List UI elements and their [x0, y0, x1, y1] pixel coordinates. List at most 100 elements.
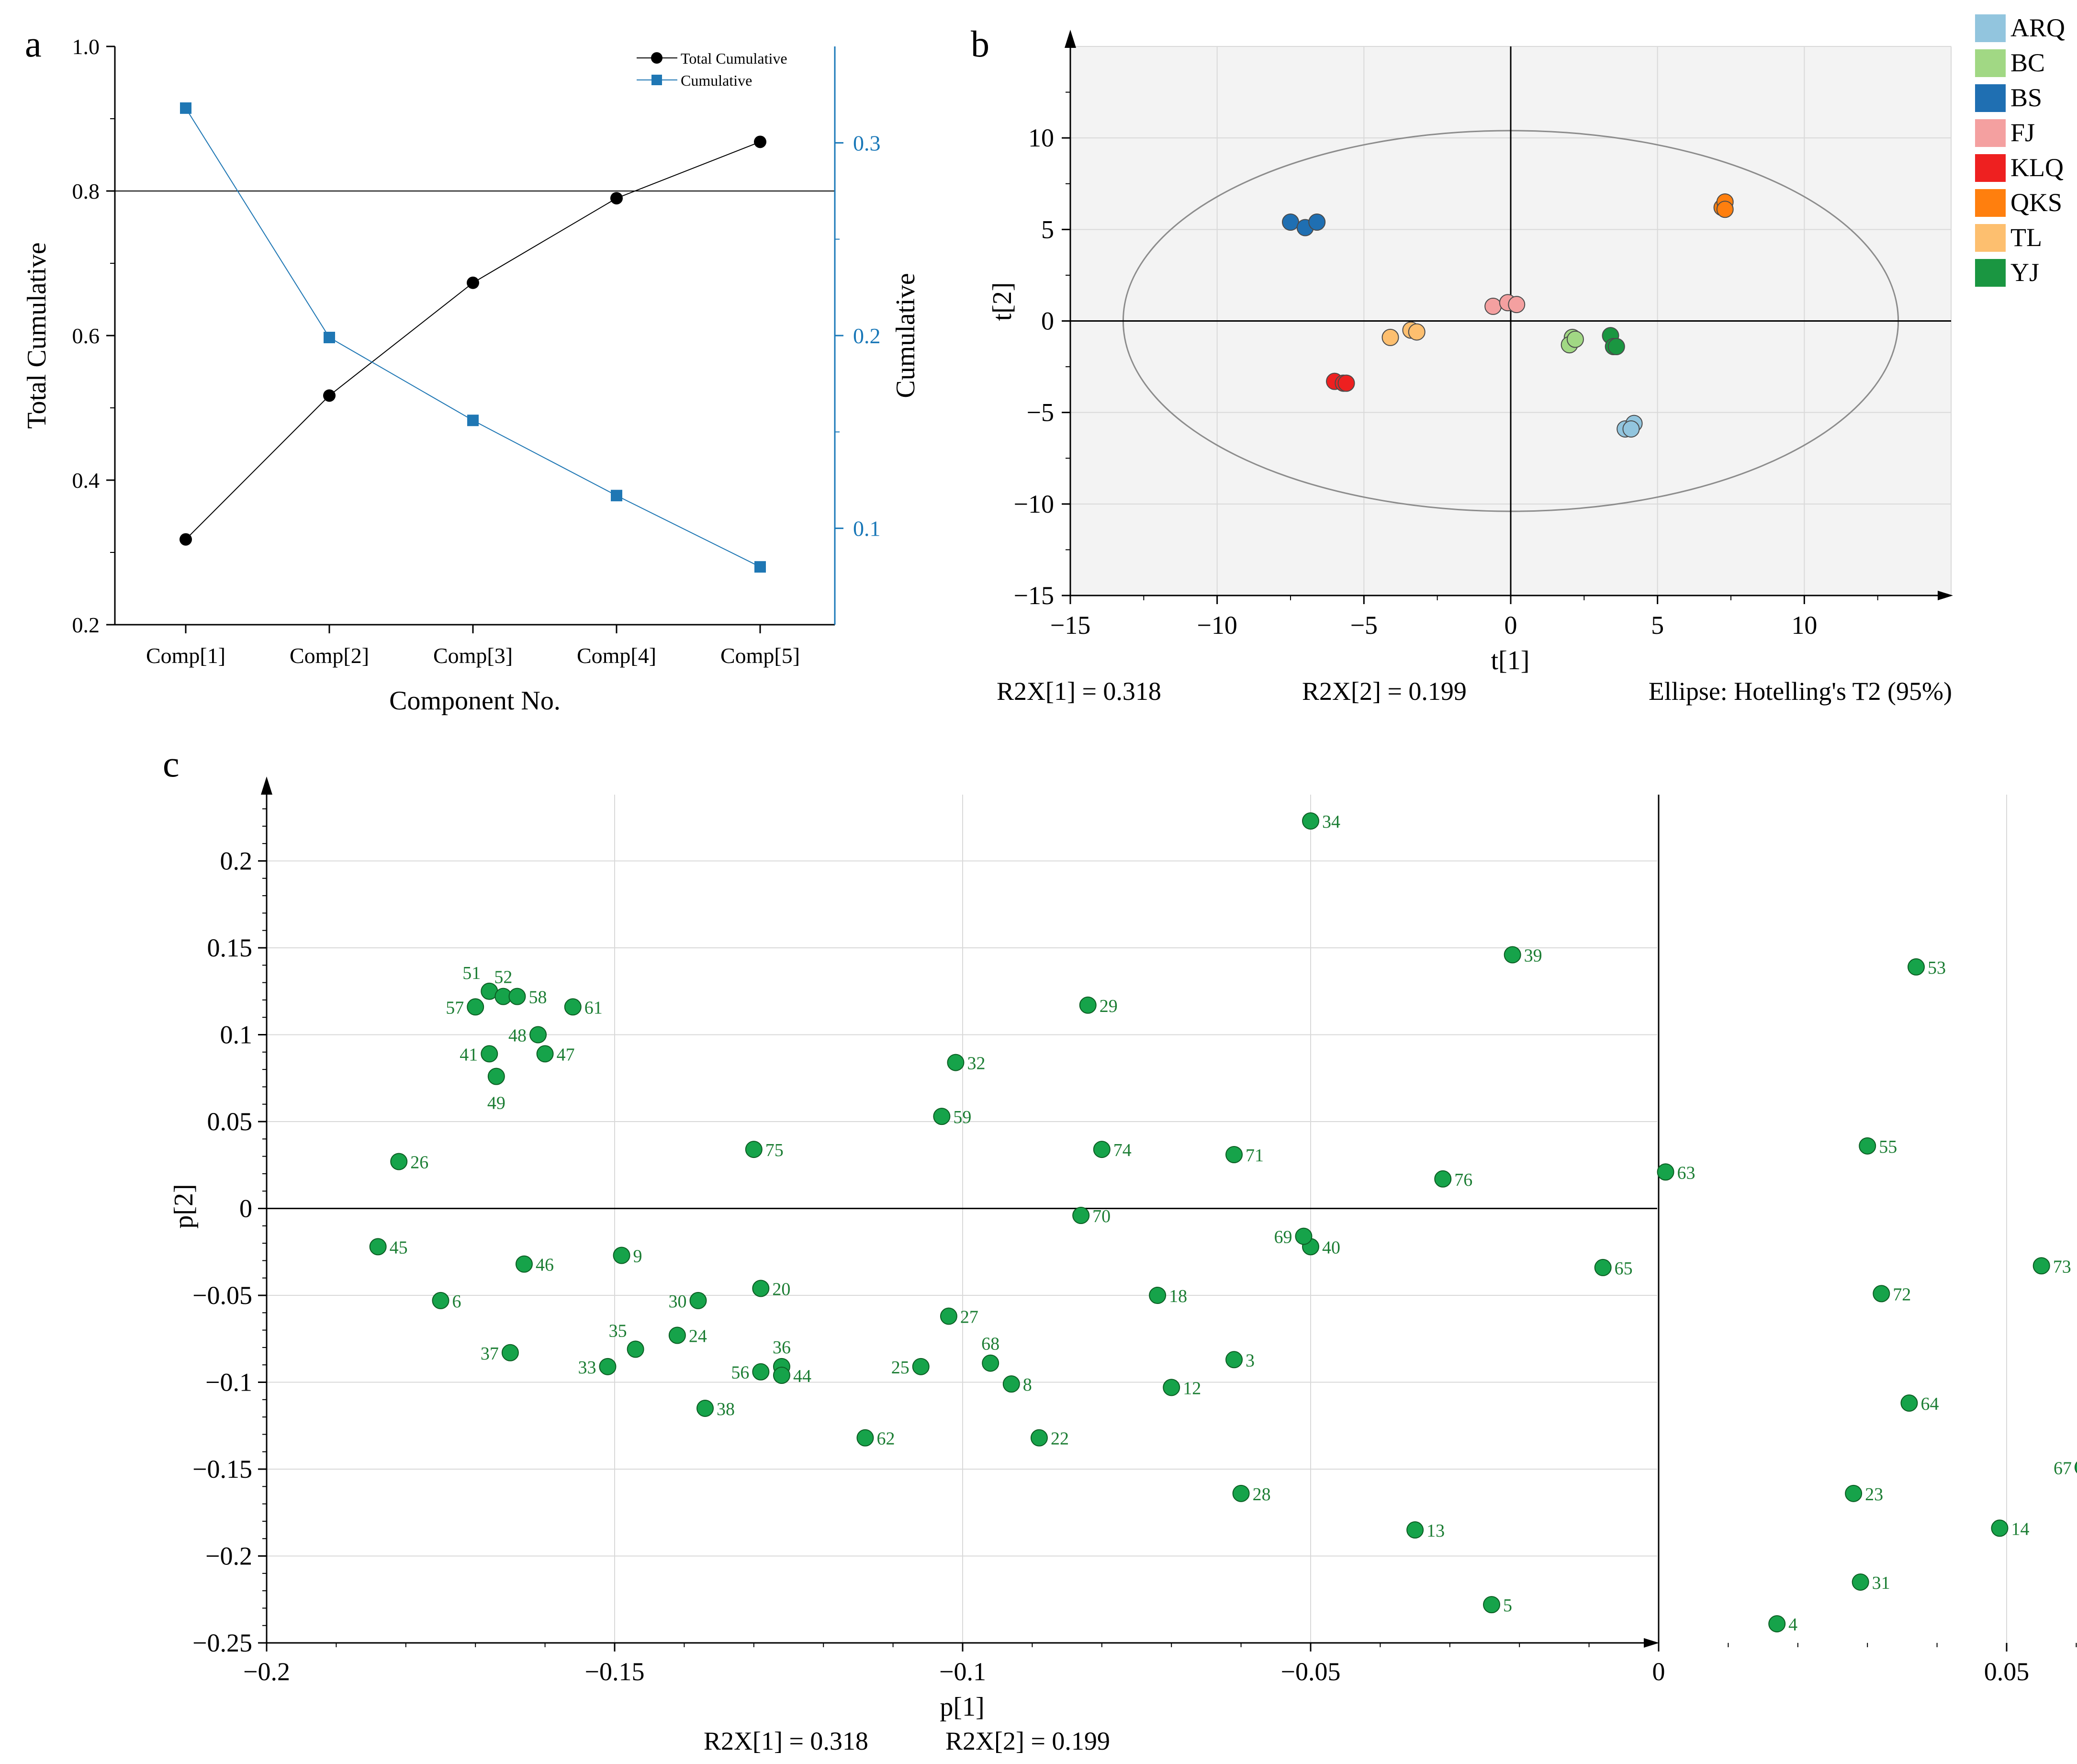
y-tick-label: −0.2: [205, 1542, 252, 1571]
score-point-fj: [1484, 297, 1502, 315]
y-tick-label: 0.6: [72, 324, 100, 348]
loading-label: 58: [528, 988, 547, 1008]
loading-point: [982, 1354, 999, 1372]
loading-point: [752, 1363, 770, 1381]
legend-swatch-yj: [1975, 259, 2006, 287]
loading-point: [1225, 1351, 1243, 1369]
loading-point: [1852, 1573, 1869, 1591]
y2-tick-label: 0.2: [853, 324, 881, 348]
loading-label: 30: [668, 1292, 686, 1312]
point-cumulative: [324, 332, 335, 344]
loading-label: 74: [1113, 1140, 1132, 1160]
loading-label: 29: [1100, 996, 1118, 1016]
loading-label: 67: [2054, 1458, 2072, 1478]
x-tick-label: Comp[1]: [146, 643, 225, 668]
score-point-klq: [1337, 374, 1355, 392]
legend-swatch-bs: [1975, 84, 2006, 112]
loading-point: [613, 1247, 630, 1264]
point-total-cumulative: [180, 533, 192, 546]
panel-label-a: a: [25, 23, 42, 65]
y-tick-label: −0.15: [192, 1455, 252, 1483]
x-tick-label: Comp[4]: [577, 643, 656, 668]
x-axis-title: p[1]: [940, 1692, 984, 1722]
x-axis-title: t[1]: [1491, 646, 1530, 675]
loading-point: [1225, 1146, 1243, 1163]
point-cumulative: [180, 102, 191, 114]
loading-label: 59: [953, 1107, 971, 1127]
x-tick-label: −0.1: [939, 1657, 986, 1686]
loading-point: [1434, 1170, 1452, 1188]
loading-label: 18: [1169, 1286, 1187, 1306]
loading-label: 47: [557, 1045, 575, 1065]
loading-point: [773, 1366, 790, 1384]
loading-point: [1900, 1394, 1918, 1412]
loading-label: 73: [2053, 1257, 2071, 1277]
loading-label: 62: [876, 1429, 895, 1449]
loading-point: [933, 1108, 951, 1125]
loading-label: 68: [981, 1334, 999, 1354]
panel-a-plot-area: [115, 46, 835, 625]
loading-label: 75: [765, 1140, 784, 1160]
loading-point: [481, 1045, 498, 1063]
y-tick-label: −0.1: [205, 1368, 252, 1397]
legend-marker-cumulative: [651, 75, 662, 85]
loading-label: 13: [1426, 1521, 1445, 1541]
legend: Total Cumulative Cumulative: [637, 50, 787, 89]
loading-label: 40: [1322, 1237, 1340, 1258]
panel-c-chart: 1234567891011121314151617181920212223242…: [169, 776, 2077, 1755]
loading-label: 48: [508, 1026, 527, 1046]
x-axis-title: Component No.: [389, 686, 561, 716]
loading-point: [1859, 1137, 1876, 1155]
footer-ellipse: Ellipse: Hotelling's T2 (95%): [1649, 677, 1952, 706]
loading-point: [1302, 812, 1319, 830]
loading-point: [1657, 1163, 1674, 1181]
loading-point: [432, 1292, 449, 1309]
legend-swatch-fj: [1975, 119, 2006, 147]
loading-point: [912, 1358, 930, 1375]
x-tick-label: −10: [1197, 611, 1237, 640]
loading-point: [1845, 1484, 1863, 1502]
loading-label: 39: [1524, 946, 1542, 966]
loading-label: 56: [731, 1363, 749, 1383]
x-tick-label: −15: [1050, 611, 1090, 640]
footer-r2x1: R2X[1] = 0.318: [997, 677, 1161, 706]
loading-point: [745, 1141, 763, 1158]
loading-label: 70: [1092, 1206, 1111, 1226]
legend-swatch-klq: [1975, 154, 2006, 182]
legend-swatch-tl: [1975, 224, 2006, 252]
loading-label: 55: [1879, 1137, 1897, 1157]
loading-label: 45: [390, 1237, 408, 1258]
y-tick-label: 0: [1041, 307, 1054, 336]
loading-label: 14: [2011, 1519, 2029, 1539]
loading-point: [1873, 1285, 1890, 1303]
loading-label: 72: [1893, 1284, 1911, 1304]
point-cumulative: [754, 561, 766, 573]
y-tick-label: 1.0: [72, 34, 100, 59]
legend-marker-total: [651, 52, 662, 64]
loading-label: 64: [1920, 1394, 1939, 1414]
y-tick-label: −0.25: [192, 1629, 252, 1657]
loading-label: 20: [772, 1279, 790, 1299]
y-tick-label: 0.1: [220, 1021, 253, 1049]
legend-label-total: Total Cumulative: [681, 50, 787, 67]
loading-label: 63: [1677, 1163, 1695, 1183]
loading-label: 32: [967, 1054, 985, 1074]
loading-point: [1093, 1141, 1111, 1158]
loading-point: [1768, 1615, 1786, 1633]
x-tick-label: 0.05: [1984, 1657, 2030, 1686]
legend-label-bc: BC: [2010, 48, 2045, 77]
y-tick-label: 10: [1028, 124, 1054, 152]
loading-label: 49: [487, 1093, 505, 1113]
y2-axis-title: Cumulative: [891, 273, 921, 398]
loading-label: 51: [462, 963, 481, 983]
loading-label: 35: [609, 1321, 627, 1341]
loading-label: 44: [793, 1366, 811, 1386]
loading-point: [752, 1280, 770, 1297]
score-point-bc: [1566, 330, 1584, 348]
loading-point: [1483, 1596, 1501, 1614]
loading-point: [599, 1358, 617, 1375]
loading-label: 71: [1246, 1146, 1264, 1166]
loading-point: [1163, 1379, 1180, 1396]
x-tick-label: −5: [1350, 611, 1378, 640]
